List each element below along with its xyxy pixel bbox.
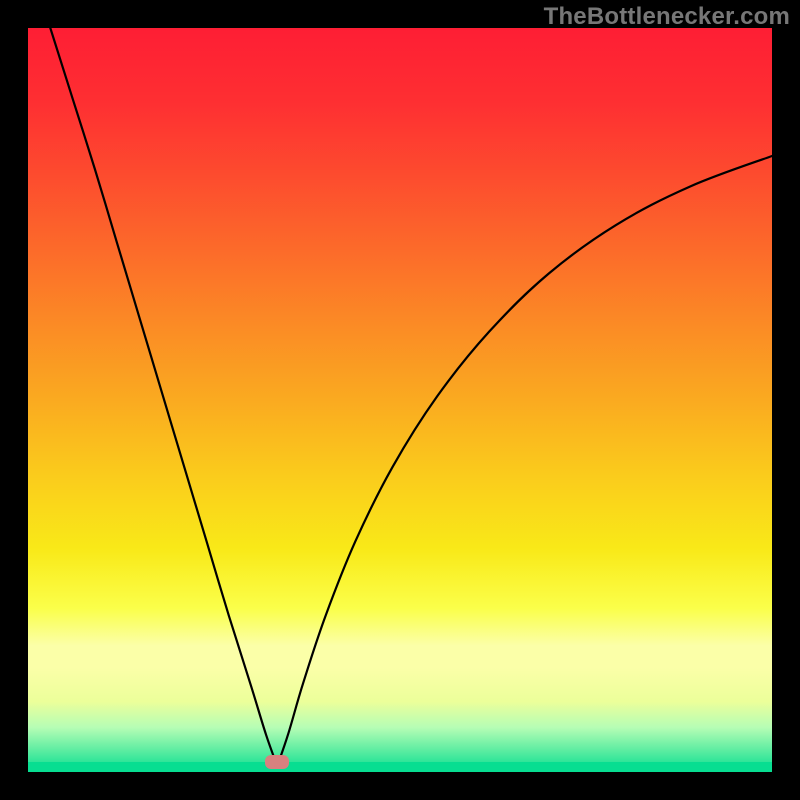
plot-area	[28, 28, 772, 772]
watermark-text: TheBottlenecker.com	[544, 3, 790, 31]
curve-path	[50, 28, 772, 766]
canvas: TheBottlenecker.com	[0, 0, 800, 800]
optimal-marker	[265, 755, 289, 769]
bottleneck-curve	[28, 28, 772, 772]
